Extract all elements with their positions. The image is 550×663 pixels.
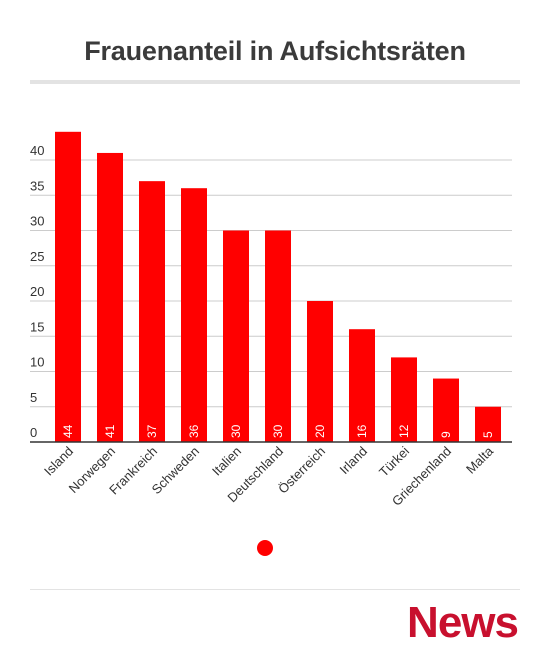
x-category-label: Island xyxy=(41,444,76,479)
bar-value-label: 5 xyxy=(481,431,495,438)
y-tick-label: 0 xyxy=(30,425,37,440)
bar xyxy=(391,357,417,442)
bar-value-label: 20 xyxy=(313,424,327,438)
bar xyxy=(307,301,333,442)
bar xyxy=(139,181,165,442)
bar-value-label: 30 xyxy=(229,424,243,438)
x-category-label: Irland xyxy=(337,444,371,478)
bar xyxy=(223,230,249,442)
legend-marker[interactable] xyxy=(257,540,273,556)
bar xyxy=(349,329,375,442)
bar-value-label: 16 xyxy=(355,424,369,438)
y-tick-label: 10 xyxy=(30,355,44,370)
y-tick-label: 5 xyxy=(30,390,37,405)
bar-value-label: 12 xyxy=(397,424,411,438)
y-tick-label: 40 xyxy=(30,143,44,158)
y-tick-label: 35 xyxy=(30,178,44,193)
bar xyxy=(97,152,123,442)
bar xyxy=(265,230,291,442)
chart-title: Frauenanteil in Aufsichtsräten xyxy=(84,36,466,66)
bar xyxy=(55,131,81,443)
bar-value-label: 30 xyxy=(271,424,285,438)
bar-value-label: 9 xyxy=(439,431,453,438)
bar xyxy=(181,188,207,442)
bar-chart: 051015202530354044Island41Norwegen37Fran… xyxy=(30,131,512,509)
x-category-label: Türkei xyxy=(376,443,412,479)
y-tick-label: 25 xyxy=(30,249,44,264)
bar-value-label: 44 xyxy=(61,424,75,438)
footer-divider xyxy=(30,589,520,590)
bar-value-label: 36 xyxy=(187,424,201,438)
y-tick-label: 30 xyxy=(30,214,44,229)
bar xyxy=(475,406,501,442)
x-category-label: Malta xyxy=(463,443,497,477)
y-tick-label: 15 xyxy=(30,319,44,334)
y-tick-label: 20 xyxy=(30,284,44,299)
bar xyxy=(433,378,459,442)
news-logo: News xyxy=(407,598,519,647)
bar-value-label: 41 xyxy=(103,424,117,438)
x-category-label: Italien xyxy=(209,444,244,479)
bar-value-label: 37 xyxy=(145,424,159,438)
title-divider xyxy=(30,80,520,84)
